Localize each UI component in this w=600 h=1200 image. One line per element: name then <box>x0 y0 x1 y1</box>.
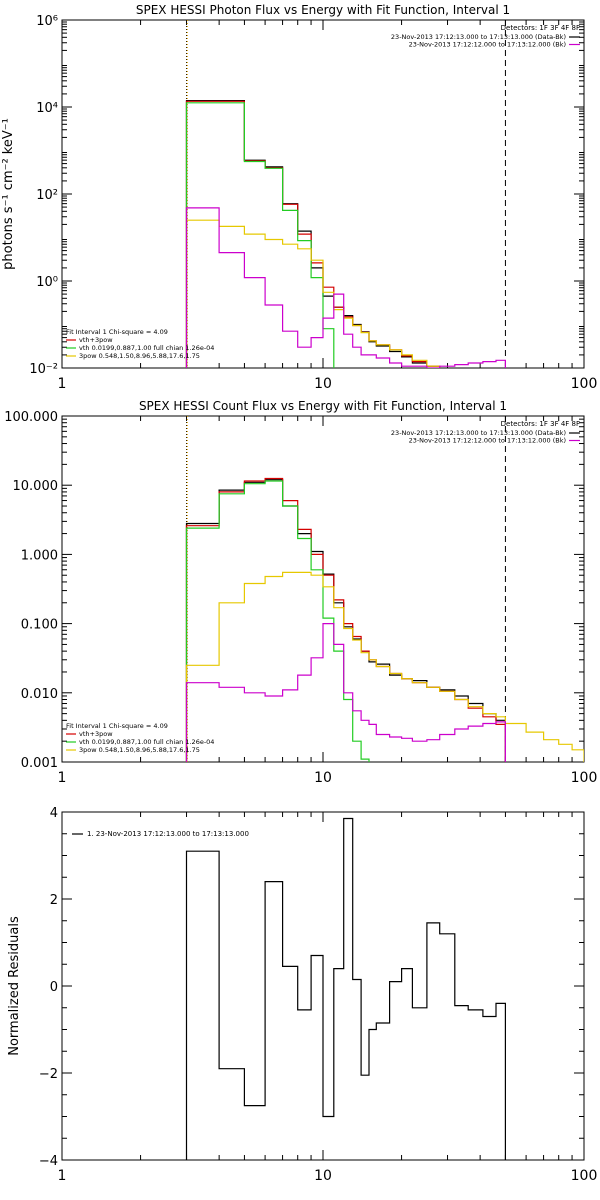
x-tick-label: 10 <box>314 770 332 786</box>
x-tick-label: 10 <box>314 376 332 392</box>
y-tick-label: 100.000 <box>4 410 58 425</box>
y-axis-label: photons s⁻¹ cm⁻² keV⁻¹ <box>1 118 16 270</box>
series-23-nov-2013-17-12-12-000-to-17-13-12-000-bk <box>185 623 506 762</box>
fit-legend: Fit Interval 1 Chi-square = 4.09vth+3pow… <box>66 328 214 360</box>
fit-legend-label: vth 0.0199,0.887,1.00 full chian 1.26e-0… <box>79 344 214 352</box>
series-vth <box>185 480 377 762</box>
fit-legend-label: 3pow 0.548,1.50,8.96,5.88,17.6,1.75 <box>79 746 200 754</box>
x-tick-label: 100 <box>571 376 598 392</box>
series-vth <box>185 102 377 368</box>
legend-label: 1. 23-Nov-2013 17:12:13.000 to 17:13:13.… <box>87 830 249 838</box>
series-23-nov-2013-17-12-13-000-to-17-13-13-000-data-bk <box>185 100 506 368</box>
y-tick-label: 10⁴ <box>36 101 58 116</box>
y-tick-label: 10⁶ <box>36 14 58 29</box>
y-tick-label: 0.100 <box>21 618 58 633</box>
fit-legend-title: Fit Interval 1 Chi-square = 4.09 <box>66 722 168 730</box>
series-vth-3pow <box>185 477 506 762</box>
chart-panel-2: SPEX HESSI Count Flux vs Energy with Fit… <box>4 399 597 786</box>
y-tick-label: 0 <box>50 980 58 995</box>
y-tick-label: −2 <box>39 1067 58 1082</box>
chart-panel-1: SPEX HESSI Photon Flux vs Energy with Fi… <box>1 3 598 392</box>
x-tick-label: 1 <box>58 770 67 786</box>
legend-title: Detectors: 1F 3F 4F 8F <box>501 24 580 32</box>
series-23-nov-2013-17-12-12-000-to-17-13-12-000-bk <box>185 207 506 368</box>
y-axis-label: Normalized Residuals <box>7 916 22 1056</box>
y-tick-label: 2 <box>50 893 58 908</box>
x-tick-label: 1 <box>58 1168 67 1184</box>
fit-legend-label: 3pow 0.548,1.50,8.96,5.88,17.6,1.75 <box>79 352 200 360</box>
fit-legend-label: vth+3pow <box>79 730 113 738</box>
y-tick-label: 4 <box>50 806 58 821</box>
fit-legend: Fit Interval 1 Chi-square = 4.09vth+3pow… <box>66 722 214 754</box>
y-tick-label: −4 <box>39 1154 58 1169</box>
chart-panel-3: 1 10 100 −4 −2 0 2 4 Normalized Residuals 1. 23-N… <box>7 806 597 1184</box>
series-3pow <box>185 219 560 368</box>
y-tick-label: 10⁻² <box>29 362 58 377</box>
y-tick-label: 1.000 <box>21 548 58 563</box>
chart-title: SPEX HESSI Photon Flux vs Energy with Fi… <box>136 3 510 17</box>
fit-legend-title: Fit Interval 1 Chi-square = 4.09 <box>66 328 168 336</box>
y-tick-label: 10⁰ <box>36 275 58 290</box>
x-tick-label: 100 <box>571 770 598 786</box>
series-1-23-nov-2013-17-12-13-000-to-17-13-13-000 <box>185 817 506 1160</box>
legend: 1. 23-Nov-2013 17:12:13.000 to 17:13:13.… <box>72 830 249 838</box>
y-tick-label: 0.010 <box>21 687 58 702</box>
legend-title: Detectors: 1F 3F 4F 8F <box>501 420 580 428</box>
legend-label: 23-Nov-2013 17:12:12.000 to 17:13:12.000… <box>409 437 566 445</box>
y-tick-label: 10.000 <box>13 479 59 494</box>
legend-label: 23-Nov-2013 17:12:12.000 to 17:13:12.000… <box>409 41 566 49</box>
chart-title: SPEX HESSI Count Flux vs Energy with Fit… <box>139 399 507 413</box>
series-3pow <box>185 571 584 762</box>
y-tick-label: 10² <box>36 188 58 203</box>
fit-legend-label: vth+3pow <box>79 336 113 344</box>
legend-label: 23-Nov-2013 17:12:13.000 to 17:13:13.000… <box>391 33 566 41</box>
fit-legend-label: vth 0.0199,0.887,1.00 full chian 1.26e-0… <box>79 738 214 746</box>
x-tick-label: 1 <box>58 376 67 392</box>
legend-label: 23-Nov-2013 17:12:13.000 to 17:13:13.000… <box>391 429 566 437</box>
series-vth-3pow <box>185 100 506 368</box>
x-tick-label: 10 <box>314 1168 332 1184</box>
x-tick-label: 100 <box>571 1168 598 1184</box>
y-tick-label: 0.001 <box>21 756 58 771</box>
series-23-nov-2013-17-12-13-000-to-17-13-13-000-data-bk <box>185 479 506 762</box>
